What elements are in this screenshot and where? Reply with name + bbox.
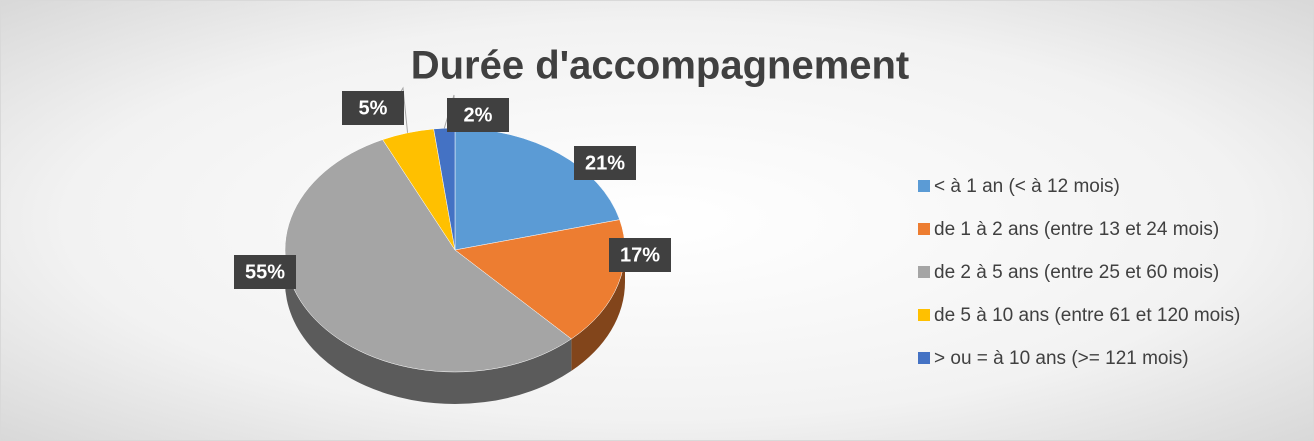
data-label-box [574, 146, 636, 180]
data-label-box [447, 98, 509, 132]
data-label: 2% [464, 104, 493, 126]
legend-swatch [918, 180, 930, 192]
data-label: 21% [585, 152, 625, 174]
legend-label: > ou = à 10 ans (>= 121 mois) [934, 348, 1189, 369]
legend-swatch [918, 352, 930, 364]
slice [284, 139, 572, 373]
legend-label: de 5 à 10 ans (entre 61 et 120 mois) [934, 305, 1240, 326]
data-label-box [234, 255, 296, 289]
data-label-box [609, 238, 671, 272]
legend-label: < à 1 an (< à 12 mois) [934, 176, 1120, 197]
legend-swatch [918, 223, 930, 235]
legend-label: de 2 à 5 ans (entre 25 et 60 mois) [934, 262, 1219, 283]
legend-label: de 1 à 2 ans (entre 13 et 24 mois) [934, 219, 1219, 240]
data-label: 17% [620, 244, 660, 266]
chart-title: Durée d'accompagnement [411, 44, 910, 88]
slice-side [285, 250, 572, 404]
legend-swatch [918, 266, 930, 278]
slice [454, 219, 626, 340]
data-label-box [342, 91, 404, 125]
legend-swatch [918, 309, 930, 321]
data-label: 55% [245, 261, 285, 283]
slice-side [571, 250, 625, 371]
data-label: 5% [359, 97, 388, 119]
